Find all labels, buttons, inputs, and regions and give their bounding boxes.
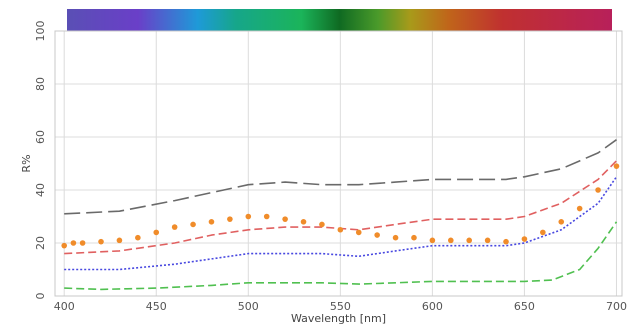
series-4-point-19: [392, 234, 399, 241]
plot-frame: [54, 30, 623, 297]
x-tick-label-400: 400: [54, 300, 75, 313]
series-4-point-7: [171, 224, 178, 230]
series-4-point-31: [613, 163, 620, 169]
y-tick-label-20: 20: [34, 236, 47, 250]
series-4-point-28: [558, 219, 565, 225]
series-3-line: [64, 221, 618, 291]
series-4-point-25: [503, 238, 509, 245]
series-2-line: [64, 176, 618, 271]
series-4-point-0: [61, 242, 68, 249]
series-4-point-26: [521, 236, 528, 242]
series-4-point-21: [429, 237, 436, 244]
series-4-point-3: [98, 238, 104, 245]
x-tick-label-450: 450: [146, 300, 167, 313]
series-1-line: [64, 160, 618, 255]
series-4: [61, 163, 620, 249]
x-tick-label-700: 700: [606, 300, 627, 313]
x-tick-label-500: 500: [238, 300, 259, 313]
spectrum-bar: [67, 9, 612, 31]
series-4-point-13: [282, 216, 288, 222]
series-4-point-10: [227, 216, 233, 222]
y-tick-label-40: 40: [34, 183, 47, 197]
series-4-point-8: [190, 221, 196, 228]
x-tick-label-600: 600: [422, 300, 443, 313]
y-axis-ticks: 0 20 40 60 80 100: [34, 21, 47, 300]
series-4-point-20: [411, 234, 417, 241]
series-4-point-29: [576, 205, 583, 212]
x-tick-label-650: 650: [514, 300, 535, 313]
series-4-point-23: [466, 237, 473, 244]
x-axis-title: Wavelength [nm]: [291, 312, 386, 325]
series-4-point-5: [135, 234, 141, 241]
y-tick-label-60: 60: [34, 130, 47, 144]
y-tick-label-100: 100: [34, 21, 47, 42]
series-4-point-24: [484, 237, 491, 244]
series-4-point-1: [70, 240, 77, 246]
series-layer: [61, 139, 620, 291]
grid: [55, 30, 622, 297]
series-4-point-12: [263, 213, 270, 220]
x-tick-label-550: 550: [330, 300, 351, 313]
series-4-point-16: [337, 226, 344, 233]
x-axis-ticks: 400 450 500 550 600 650 700: [54, 300, 627, 313]
series-4-point-6: [153, 229, 160, 236]
series-4-point-18: [374, 232, 380, 238]
series-4-point-22: [447, 237, 454, 244]
y-tick-label-80: 80: [34, 77, 47, 91]
series-4-point-14: [300, 219, 307, 225]
series-4-point-15: [319, 221, 325, 228]
series-4-point-11: [245, 213, 252, 220]
y-tick-label-0: 0: [34, 293, 47, 300]
series-4-point-27: [540, 229, 546, 236]
series-4-point-9: [208, 219, 215, 225]
y-axis-title: R%: [20, 154, 33, 172]
series-0-line: [64, 139, 617, 215]
series-4-point-17: [355, 229, 362, 236]
series-4-point-30: [595, 187, 601, 193]
series-4-point-2: [79, 240, 86, 246]
series-4-point-4: [116, 237, 123, 244]
